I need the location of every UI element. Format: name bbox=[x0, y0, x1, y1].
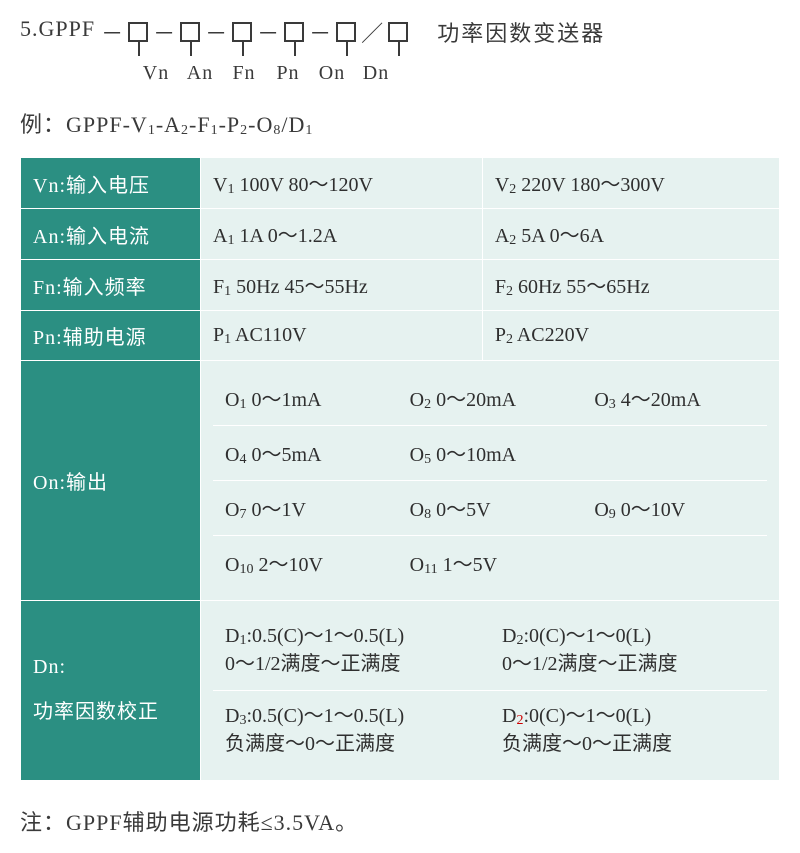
dn-cell: D2:0(C)～1～0(L)0～1/2满度～正满度 bbox=[490, 611, 767, 691]
on-cell: O8 0～5V bbox=[398, 481, 583, 536]
on-output-grid: O1 0～1mAO2 0～20mAO3 4～20mA O4 0～5mAO5 0～1… bbox=[213, 371, 767, 590]
row-pn: Pn:辅助电源 P1 AC110V P2 AC220V bbox=[21, 311, 780, 361]
dn-cell: D1:0.5(C)～1～0.5(L)0～1/2满度～正满度 bbox=[213, 611, 490, 691]
footnote: 注：GPPF辅助电源功耗≤3.5VA。 bbox=[20, 805, 780, 837]
dn-cell: D2:0(C)～1～0(L)负满度～0～正满度 bbox=[490, 691, 767, 770]
on-cell: O3 4～20mA bbox=[582, 371, 767, 426]
row-fn-label: Fn:输入频率 bbox=[21, 260, 201, 311]
on-cell bbox=[582, 426, 767, 481]
placeholder-boxes: － － － － － ／ bbox=[99, 16, 411, 48]
row-vn: Vn:输入电压 V1 100V 80～120V V2 220V 180～300V bbox=[21, 158, 780, 209]
on-cell: O11 1～5V bbox=[398, 536, 583, 590]
row-dn: Dn: 功率因数校正 D1:0.5(C)～1～0.5(L)0～1/2满度～正满度… bbox=[21, 601, 780, 781]
row-vn-col1: V1 100V 80～120V bbox=[201, 158, 483, 209]
row-fn: Fn:输入频率 F1 50Hz 45～55Hz F2 60Hz 55～65Hz bbox=[21, 260, 780, 311]
model-prefix: 5.GPPF bbox=[20, 16, 95, 42]
row-on: On:输出 O1 0～1mAO2 0～20mAO3 4～20mA O4 0～5mA… bbox=[21, 361, 780, 601]
on-cell: O7 0～1V bbox=[213, 481, 398, 536]
model-format-line: 5.GPPF － － － － － ／ 功率因数变送器 bbox=[20, 16, 780, 48]
example-line: 例：GPPF-V1-A2-F1-P2-O8/D1 bbox=[20, 107, 780, 139]
row-vn-col2: V2 220V 180～300V bbox=[482, 158, 779, 209]
on-cell: O10 2～10V bbox=[213, 536, 398, 590]
on-cell: O9 0～10V bbox=[582, 481, 767, 536]
on-cell: O1 0～1mA bbox=[213, 371, 398, 426]
row-an-label: An:输入电流 bbox=[21, 209, 201, 260]
on-cell: O2 0～20mA bbox=[398, 371, 583, 426]
row-dn-label: Dn: 功率因数校正 bbox=[21, 601, 201, 781]
spec-table: Vn:输入电压 V1 100V 80～120V V2 220V 180～300V… bbox=[20, 157, 780, 781]
row-on-label: On:输出 bbox=[21, 361, 201, 601]
row-vn-label: Vn:输入电压 bbox=[21, 158, 201, 209]
on-cell: O4 0～5mA bbox=[213, 426, 398, 481]
dn-grid: D1:0.5(C)～1～0.5(L)0～1/2满度～正满度D2:0(C)～1～0… bbox=[213, 611, 767, 770]
dn-cell: D3:0.5(C)～1～0.5(L)负满度～0～正满度 bbox=[213, 691, 490, 770]
placeholder-labels: Vn An Fn Pn On Dn bbox=[134, 62, 780, 85]
row-an: An:输入电流 A1 1A 0～1.2A A2 5A 0～6A bbox=[21, 209, 780, 260]
on-cell bbox=[582, 536, 767, 590]
on-cell: O5 0～10mA bbox=[398, 426, 583, 481]
row-pn-label: Pn:辅助电源 bbox=[21, 311, 201, 361]
product-title: 功率因数变送器 bbox=[437, 16, 605, 48]
